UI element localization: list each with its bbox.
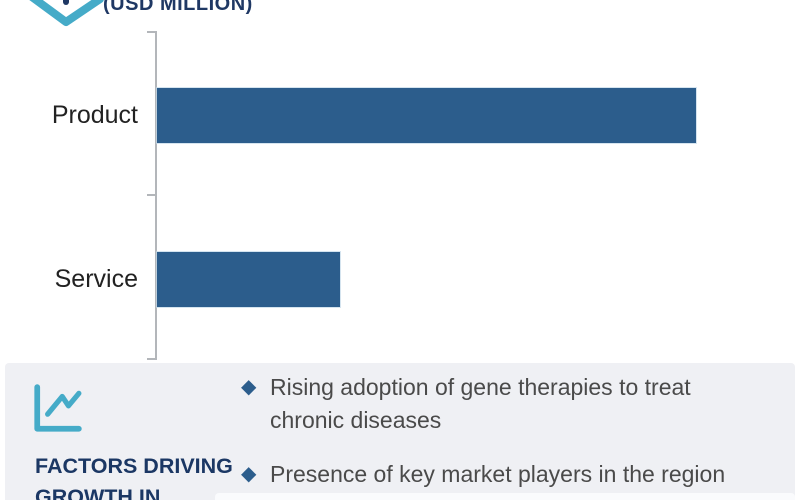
bar-row-product: Product: [0, 88, 800, 143]
axis-tick: [147, 358, 156, 360]
factor-bullet-text: Presence of key market players in the re…: [270, 461, 726, 487]
chart-units-label: (USD MILLION): [103, 0, 253, 15]
factor-bullet-item: ◆ Presence of key market players in the …: [241, 458, 763, 491]
axis-tick: [147, 194, 156, 196]
line-chart-icon: [34, 384, 82, 432]
factors-bullet-list: ◆ Rising adoption of gene therapies to t…: [241, 371, 763, 500]
bar-service: [157, 252, 340, 307]
money-emblem-icon: [29, 0, 104, 26]
factor-bullet-item: ◆ Rising adoption of gene therapies to t…: [241, 371, 763, 437]
category-axis-line: [155, 31, 157, 360]
category-label-product: Product: [51, 101, 138, 129]
diamond-bullet-icon: ◆: [241, 463, 257, 485]
factor-bullet-text: Rising adoption of gene therapies to tre…: [270, 374, 691, 433]
diamond-bullet-icon: ◆: [241, 376, 257, 398]
factors-panel-title: FACTORS DRIVING GROWTH IN: [35, 454, 233, 500]
bar-row-service: Service: [0, 252, 800, 307]
bar-product: [157, 88, 696, 143]
factors-panel: [5, 363, 795, 500]
next-section-top-edge: [215, 493, 795, 500]
axis-tick: [147, 31, 156, 33]
category-label-service: Service: [54, 265, 138, 293]
